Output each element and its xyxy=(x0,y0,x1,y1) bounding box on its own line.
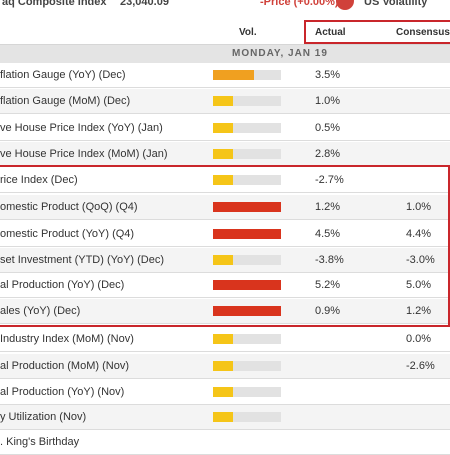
table-row[interactable]: Industry Index (MoM) (Nov) 0.0% xyxy=(0,327,450,352)
date-label: MONDAY, JAN 19 xyxy=(232,48,328,59)
highlight-right-line xyxy=(448,165,450,327)
table-row[interactable]: ales (YoY) (Dec) 0.9% 1.2% xyxy=(0,299,450,324)
volatility-fill xyxy=(213,229,281,239)
index-change: -Price (+0.00%) xyxy=(260,0,339,8)
volatility-bar xyxy=(213,123,281,133)
actual-value: 2.8% xyxy=(315,148,341,160)
volatility-bar xyxy=(213,70,281,80)
volatility-label[interactable]: US Volatility xyxy=(364,0,428,8)
table-row[interactable]: rice Index (Dec) -2.7% xyxy=(0,168,450,193)
event-name[interactable]: set Investment (YTD) (YoY) (Dec) xyxy=(0,254,165,266)
consensus-value: 1.0% xyxy=(406,201,432,213)
table-row[interactable]: set Investment (YTD) (YoY) (Dec) -3.8% -3.… xyxy=(0,248,450,273)
event-name[interactable]: y Utilization (Nov) xyxy=(0,411,87,423)
volatility-fill xyxy=(213,175,234,185)
volatility-bar xyxy=(213,202,281,212)
volatility-fill xyxy=(213,96,234,106)
volatility-bar xyxy=(213,280,281,290)
event-name[interactable]: Industry Index (MoM) (Nov) xyxy=(0,333,134,345)
volatility-bar xyxy=(213,387,281,397)
table-row[interactable]: omestic Product (YoY) (Q4) 4.5% 4.4% xyxy=(0,222,450,247)
consensus-value: -3.0% xyxy=(406,254,435,266)
table-row[interactable]: al Production (YoY) (Dec) 5.2% 5.0% xyxy=(0,273,450,298)
table-header: Vol. Actual Consensus xyxy=(0,20,450,45)
consensus-value: -2.6% xyxy=(406,360,435,372)
event-name[interactable]: al Production (MoM) (Nov) xyxy=(0,360,129,372)
event-name[interactable]: ve House Price Index (YoY) (Jan) xyxy=(0,122,163,134)
highlight-bottom-line xyxy=(0,325,450,327)
event-name[interactable]: al Production (YoY) (Dec) xyxy=(0,279,125,291)
volatility-fill xyxy=(213,202,281,212)
volatility-fill xyxy=(213,361,234,371)
volatility-fill xyxy=(213,149,234,159)
volatility-fill xyxy=(213,70,254,80)
event-name[interactable]: . King's Birthday xyxy=(0,436,80,448)
consensus-value: 0.0% xyxy=(406,333,432,345)
consensus-header[interactable]: Consensus xyxy=(396,27,450,38)
event-name[interactable]: ales (YoY) (Dec) xyxy=(0,305,81,317)
table-row[interactable]: ve House Price Index (MoM) (Jan) 2.8% xyxy=(0,142,450,167)
consensus-value: 4.4% xyxy=(406,228,432,240)
index-name[interactable]: aq Composite Index xyxy=(2,0,107,8)
event-name[interactable]: omestic Product (QoQ) (Q4) xyxy=(0,201,138,213)
volatility-bar xyxy=(213,229,281,239)
volatility-fill xyxy=(213,255,234,265)
table-row[interactable]: al Production (MoM) (Nov) -2.6% xyxy=(0,354,450,379)
header-highlight-box xyxy=(304,20,450,44)
volatility-flag-icon xyxy=(336,0,354,10)
table-row[interactable]: flation Gauge (YoY) (Dec) 3.5% xyxy=(0,63,450,88)
table-row[interactable]: flation Gauge (MoM) (Dec) 1.0% xyxy=(0,89,450,114)
consensus-value: 5.0% xyxy=(406,279,432,291)
actual-value: 5.2% xyxy=(315,279,341,291)
actual-value: -3.8% xyxy=(315,254,344,266)
date-separator: MONDAY, JAN 19 xyxy=(0,45,450,63)
event-name[interactable]: flation Gauge (YoY) (Dec) xyxy=(0,69,126,81)
index-value: 23,040.09 xyxy=(120,0,169,8)
volatility-fill xyxy=(213,280,281,290)
volatility-bar xyxy=(213,361,281,371)
table-row[interactable]: ve House Price Index (YoY) (Jan) 0.5% xyxy=(0,116,450,141)
volatility-bar xyxy=(213,334,281,344)
ticker-bar: aq Composite Index 23,040.09 -Price (+0.… xyxy=(0,0,450,14)
actual-value: 0.9% xyxy=(315,305,341,317)
volatility-bar xyxy=(213,255,281,265)
event-name[interactable]: ve House Price Index (MoM) (Jan) xyxy=(0,148,168,160)
volatility-fill xyxy=(213,123,234,133)
actual-value: 1.0% xyxy=(315,95,341,107)
event-name[interactable]: flation Gauge (MoM) (Dec) xyxy=(0,95,131,107)
event-name[interactable]: omestic Product (YoY) (Q4) xyxy=(0,228,135,240)
volatility-bar xyxy=(213,412,281,422)
vol-header[interactable]: Vol. xyxy=(239,27,257,38)
consensus-value: 1.2% xyxy=(406,305,432,317)
actual-value: -2.7% xyxy=(315,174,344,186)
table-row[interactable]: y Utilization (Nov) xyxy=(0,405,450,430)
table-row[interactable]: omestic Product (QoQ) (Q4) 1.2% 1.0% xyxy=(0,195,450,220)
actual-value: 4.5% xyxy=(315,228,341,240)
actual-value: 0.5% xyxy=(315,122,341,134)
event-name[interactable]: al Production (YoY) (Nov) xyxy=(0,386,125,398)
volatility-bar xyxy=(213,175,281,185)
highlight-top-line xyxy=(0,165,450,167)
volatility-bar xyxy=(213,96,281,106)
actual-value: 1.2% xyxy=(315,201,341,213)
table-row[interactable]: al Production (YoY) (Nov) xyxy=(0,380,450,405)
volatility-fill xyxy=(213,334,234,344)
volatility-fill xyxy=(213,306,281,316)
volatility-fill xyxy=(213,412,234,422)
volatility-bar xyxy=(213,306,281,316)
volatility-fill xyxy=(213,387,234,397)
actual-header[interactable]: Actual xyxy=(315,27,346,38)
event-name[interactable]: rice Index (Dec) xyxy=(0,174,78,186)
table-row[interactable]: . King's Birthday xyxy=(0,430,450,455)
volatility-bar xyxy=(213,149,281,159)
actual-value: 3.5% xyxy=(315,69,341,81)
